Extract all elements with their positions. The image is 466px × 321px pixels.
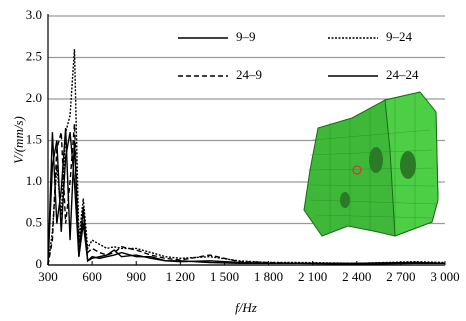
y-tick-label: 2.5	[26, 48, 42, 63]
x-tick-label: 2 100	[298, 269, 327, 284]
chart: 00.51.01.52.02.53.03006009001 2001 5001 …	[0, 0, 466, 321]
y-tick-label: 3.0	[26, 7, 42, 22]
x-axis-label: f/Hz	[235, 300, 257, 315]
y-tick-label: 1.0	[26, 173, 42, 188]
y-tick-label: 0.5	[26, 214, 42, 229]
x-tick-label: 300	[38, 269, 58, 284]
model-inset	[304, 92, 438, 236]
y-tick-label: 1.5	[26, 131, 42, 146]
x-tick-label: 600	[82, 269, 102, 284]
legend-label: 24–9	[236, 67, 262, 82]
x-tick-label: 1 800	[254, 269, 283, 284]
x-tick-label: 1 200	[166, 269, 195, 284]
y-axis-label: V/(mm/s)	[11, 116, 26, 164]
y-tick-label: 2.0	[26, 90, 42, 105]
legend-label: 9–24	[386, 29, 413, 44]
x-tick-label: 900	[126, 269, 146, 284]
x-tick-label: 2 700	[386, 269, 415, 284]
x-tick-label: 3 000	[430, 269, 459, 284]
legend-label: 24–24	[386, 67, 419, 82]
x-tick-label: 2 400	[342, 269, 371, 284]
x-tick-label: 1 500	[210, 269, 239, 284]
legend-label: 9–9	[236, 29, 256, 44]
